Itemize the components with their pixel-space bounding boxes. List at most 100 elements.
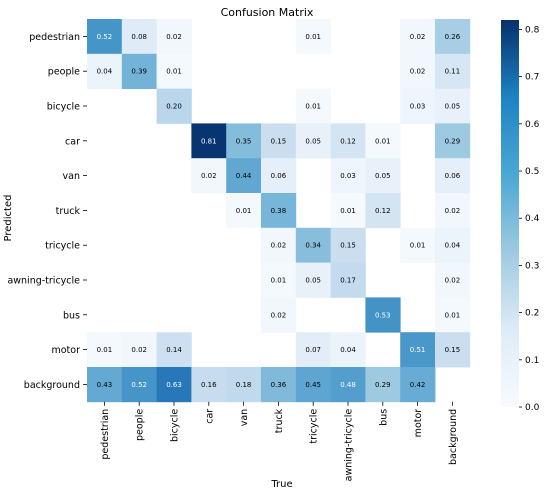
colorbar: [501, 20, 519, 407]
y-tick-label: background: [24, 380, 80, 391]
heatmap-cell: [435, 193, 471, 229]
heatmap-cell: [295, 262, 331, 298]
heatmap-cell: [295, 19, 331, 55]
y-tick-label: van: [63, 171, 80, 182]
heatmap-cell: [261, 227, 297, 263]
colorbar-tick-label: 0.3: [525, 261, 539, 271]
cell-value-label: 0.06: [271, 172, 287, 180]
colorbar-tick-label: 0.6: [525, 120, 540, 130]
y-axis-title: Predicted: [3, 195, 14, 242]
heatmap-cell: [435, 88, 471, 124]
cell-value-label: 0.02: [410, 33, 426, 41]
x-tick-label: awning-tricycle: [344, 409, 355, 482]
y-tick-label: bus: [63, 310, 80, 321]
cell-value-label: 0.03: [340, 172, 356, 180]
heatmap-cell: [261, 262, 297, 298]
heatmap-cell: [365, 158, 401, 194]
cell-value-label: 0.05: [375, 172, 391, 180]
heatmap-cell: [121, 53, 157, 89]
cell-value-label: 0.18: [236, 381, 252, 389]
heatmap-cell: [226, 123, 262, 159]
heatmap-cell: [261, 297, 297, 333]
heatmap-cell: [191, 123, 227, 159]
heatmap-cell: [400, 53, 436, 89]
heatmap-cell: [435, 53, 471, 89]
cell-value-label: 0.02: [201, 172, 217, 180]
cell-value-label: 0.02: [131, 346, 147, 354]
y-tick-label: tricycle: [45, 241, 80, 252]
cell-value-label: 0.26: [445, 33, 461, 41]
cell-value-label: 0.03: [410, 103, 426, 111]
heatmap-cell: [400, 227, 436, 263]
heatmap-cell: [435, 227, 471, 263]
heatmap-cell: [261, 367, 297, 403]
cell-value-label: 0.01: [271, 277, 287, 285]
cell-value-label: 0.52: [97, 33, 113, 41]
cell-value-label: 0.02: [271, 311, 287, 319]
cell-value-label: 0.01: [445, 311, 461, 319]
cell-value-label: 0.14: [166, 346, 182, 354]
heatmap-cell: [87, 367, 123, 403]
heatmap-cell: [191, 367, 227, 403]
heatmap-cell: [365, 193, 401, 229]
cell-value-label: 0.05: [305, 137, 321, 145]
cell-value-label: 0.12: [375, 207, 391, 215]
heatmap-cell: [330, 158, 366, 194]
heatmap-cell: [156, 19, 192, 55]
cell-value-label: 0.05: [305, 277, 321, 285]
y-tick-label: car: [65, 136, 80, 147]
y-tick-label: motor: [51, 345, 80, 356]
x-tick-label: car: [204, 409, 215, 424]
y-tick-label: truck: [56, 206, 81, 217]
x-tick-label: bus: [378, 409, 389, 426]
y-tick-label: pedestrian: [29, 32, 80, 43]
heatmap-cell: [156, 53, 192, 89]
colorbar-tick-label: 0.8: [525, 25, 540, 35]
cell-value-label: 0.01: [375, 137, 391, 145]
cell-value-label: 0.51: [410, 346, 426, 354]
cell-value-label: 0.15: [445, 346, 461, 354]
heatmap-cell: [365, 297, 401, 333]
cell-value-label: 0.16: [201, 381, 217, 389]
cell-value-label: 0.02: [166, 33, 182, 41]
heatmap-cell: [226, 367, 262, 403]
heatmap-cell: [295, 123, 331, 159]
heatmap-cell: [400, 19, 436, 55]
heatmap-cell: [330, 123, 366, 159]
heatmap-cell: [121, 19, 157, 55]
heatmap-cell: [330, 367, 366, 403]
cell-value-label: 0.01: [340, 207, 356, 215]
heatmap-cell: [330, 262, 366, 298]
x-tick-label: tricycle: [309, 409, 320, 444]
chart-title: Confusion Matrix: [221, 6, 314, 19]
heatmap-cell: [295, 367, 331, 403]
colorbar-tick-label: 0.1: [525, 356, 539, 366]
y-tick-label: bicycle: [47, 102, 80, 113]
heatmap-cell: [435, 123, 471, 159]
cell-value-label: 0.05: [445, 103, 461, 111]
cell-value-label: 0.29: [445, 137, 461, 145]
colorbar-tick-label: 0.2: [525, 309, 539, 319]
x-tick-label: van: [239, 409, 250, 426]
cell-value-label: 0.07: [305, 346, 321, 354]
heatmap-cell: [87, 19, 123, 55]
cell-value-label: 0.01: [305, 33, 321, 41]
x-tick-label: bicycle: [170, 409, 181, 442]
cell-value-label: 0.15: [340, 242, 356, 250]
heatmap-cell: [330, 227, 366, 263]
cell-value-label: 0.02: [445, 207, 461, 215]
heatmap-cell: [295, 227, 331, 263]
y-tick-labels: pedestrian people bicycle car van truck tricyc…: [7, 32, 87, 391]
cell-value-label: 0.01: [166, 68, 182, 76]
cell-value-label: 0.04: [97, 68, 113, 76]
cell-value-label: 0.04: [445, 242, 461, 250]
cell-value-label: 0.01: [97, 346, 113, 354]
cell-value-label: 0.38: [271, 207, 287, 215]
cell-value-label: 0.11: [445, 68, 461, 76]
heatmap-cell: [400, 88, 436, 124]
heatmap-cell: [435, 262, 471, 298]
heatmap-cell: [295, 332, 331, 368]
cell-value-label: 0.44: [236, 172, 252, 180]
cell-value-label: 0.20: [166, 103, 182, 111]
